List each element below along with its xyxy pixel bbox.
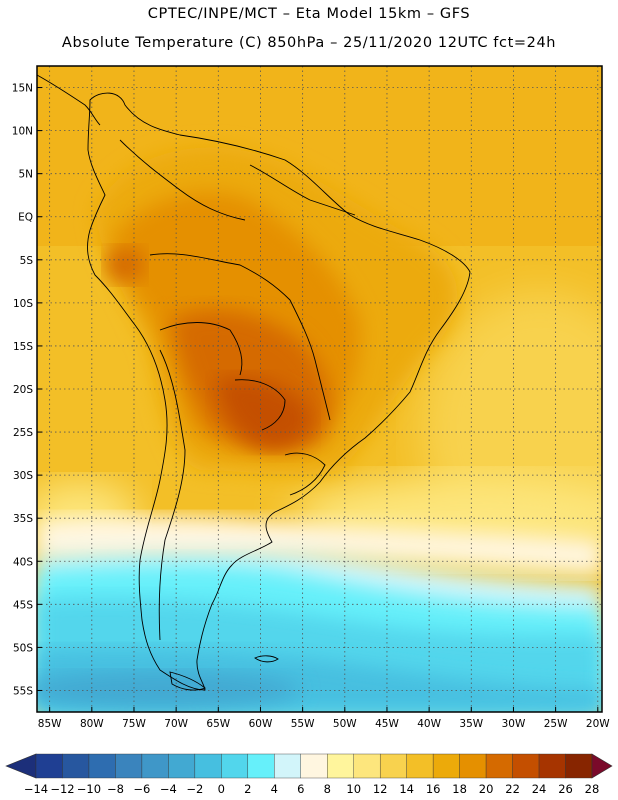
field-cold-5 — [37, 672, 300, 708]
colorbar-swatch — [141, 753, 169, 779]
colorbar-label: 18 — [452, 782, 467, 796]
lat-label-20S: 20S — [13, 384, 33, 396]
andes-border — [158, 349, 186, 641]
lat-label-5N: 5N — [18, 169, 33, 181]
colorbar-label: −2 — [186, 782, 203, 796]
lon-label-80W: 80W — [80, 718, 104, 730]
colorbar-labels: −14 −12 −10 −8 −6 −4 −2 0 2 4 6 8 10 12 14 16 18 20 22 24 26… — [24, 782, 599, 796]
lat-label-50S: 50S — [13, 642, 33, 654]
colorbar-swatch — [194, 753, 222, 779]
colorbar-label: −14 — [24, 782, 48, 796]
colorbar-swatch — [168, 753, 196, 779]
lat-label-25S: 25S — [13, 427, 33, 439]
colorbar-swatch — [379, 753, 407, 779]
lon-label-60W: 60W — [249, 718, 273, 730]
chart-title-line-1: CPTEC/INPE/MCT – Eta Model 15km – GFS — [147, 6, 471, 22]
uruguay-border — [284, 452, 326, 496]
colorbar-label: 6 — [297, 782, 304, 796]
colorbar-label: 10 — [346, 782, 361, 796]
field-cream-band — [37, 515, 602, 575]
temperature-field — [37, 66, 602, 712]
colorbar-swatch — [35, 753, 63, 779]
lon-label-65W: 65W — [206, 718, 230, 730]
lat-label-45S: 45S — [13, 599, 33, 611]
coastlines — [37, 74, 471, 691]
lon-label-70W: 70W — [164, 718, 188, 730]
colorbar-swatch — [406, 753, 434, 779]
lon-label-55W: 55W — [291, 718, 315, 730]
colorbar-label: 28 — [585, 782, 600, 796]
lat-label-30S: 30S — [13, 470, 33, 482]
lat-label-10N: 10N — [12, 126, 33, 138]
colorbar-legend: −14 −12 −10 −8 −6 −4 −2 0 2 4 6 8 10 12 14 16 18 20 22 24 26… — [5, 753, 613, 796]
colorbar-under-arrow — [5, 753, 37, 779]
lon-label-50W: 50W — [333, 718, 357, 730]
lat-label-EQ: EQ — [18, 212, 33, 224]
venezuela-colombia-border — [119, 139, 246, 221]
lon-label-35W: 35W — [459, 718, 483, 730]
latitude-labels: 15N 10N 5N EQ 5S 10S 15S 20S 25S 30S 35S 40S 45S 50S 5… — [12, 83, 42, 697]
colorbar-swatch — [485, 753, 513, 779]
colorbar-label: 14 — [399, 782, 414, 796]
lon-label-30W: 30W — [502, 718, 526, 730]
lon-label-25W: 25W — [544, 718, 568, 730]
lon-label-20W: 20W — [586, 718, 610, 730]
field-chaco-hottest — [215, 376, 311, 448]
colorbar-label: −8 — [107, 782, 124, 796]
longitude-labels: 85W 80W 75W 70W 65W 60W 55W 50W 45W 40W 35W 30W 25W 2… — [38, 707, 610, 730]
colorbar-swatch — [353, 753, 381, 779]
colorbar-swatch — [538, 753, 566, 779]
colorbar-label: 4 — [271, 782, 278, 796]
colorbar-swatch — [432, 753, 460, 779]
brazil-border — [149, 253, 331, 421]
chart-title-line-2: Absolute Temperature (C) 850hPa – 25/11/… — [61, 35, 557, 51]
colorbar-swatch — [459, 753, 487, 779]
colorbar-label: −12 — [50, 782, 74, 796]
colorbar-swatch — [300, 753, 328, 779]
lat-label-55S: 55S — [13, 685, 33, 697]
bolivia-border — [159, 322, 243, 376]
lat-label-35S: 35S — [13, 513, 33, 525]
colorbar-swatch — [327, 753, 354, 779]
lat-label-40S: 40S — [13, 556, 33, 568]
colorbar-swatch — [221, 753, 249, 779]
colorbar-label: 16 — [426, 782, 441, 796]
lat-label-5S: 5S — [20, 255, 34, 267]
colorbar-label: −4 — [160, 782, 177, 796]
lat-label-15S: 15S — [13, 341, 33, 353]
lat-label-10S: 10S — [13, 298, 33, 310]
colorbar-swatch — [115, 753, 143, 779]
colorbar-label: 8 — [324, 782, 331, 796]
field-peru-hot — [105, 247, 145, 283]
colorbar-swatches — [5, 753, 613, 779]
south-america-coastline — [87, 92, 471, 691]
colorbar-swatch — [247, 753, 275, 779]
lat-label-15N: 15N — [12, 83, 33, 95]
colorbar-label: 26 — [558, 782, 573, 796]
colorbar-label: 24 — [532, 782, 547, 796]
central-america-coastline — [37, 74, 101, 126]
tierra-del-fuego — [169, 671, 206, 691]
colorbar-label: 20 — [479, 782, 494, 796]
lon-label-85W: 85W — [38, 718, 62, 730]
lon-label-40W: 40W — [417, 718, 441, 730]
lon-label-75W: 75W — [122, 718, 146, 730]
colorbar-label: 12 — [373, 782, 388, 796]
falklands — [254, 655, 279, 663]
colorbar-label: 22 — [505, 782, 520, 796]
colorbar-label: −10 — [77, 782, 101, 796]
colorbar-swatch — [565, 753, 593, 779]
colorbar-label: 0 — [218, 782, 225, 796]
colorbar-swatch — [88, 753, 116, 779]
colorbar-swatch — [62, 753, 90, 779]
colorbar-swatch — [274, 753, 301, 779]
colorbar-swatch — [512, 753, 540, 779]
lon-label-45W: 45W — [375, 718, 399, 730]
colorbar-label: 2 — [244, 782, 251, 796]
colorbar-over-arrow — [591, 753, 613, 779]
colorbar-label: −6 — [133, 782, 150, 796]
paraguay-border — [234, 379, 286, 431]
guianas-border — [249, 164, 356, 216]
